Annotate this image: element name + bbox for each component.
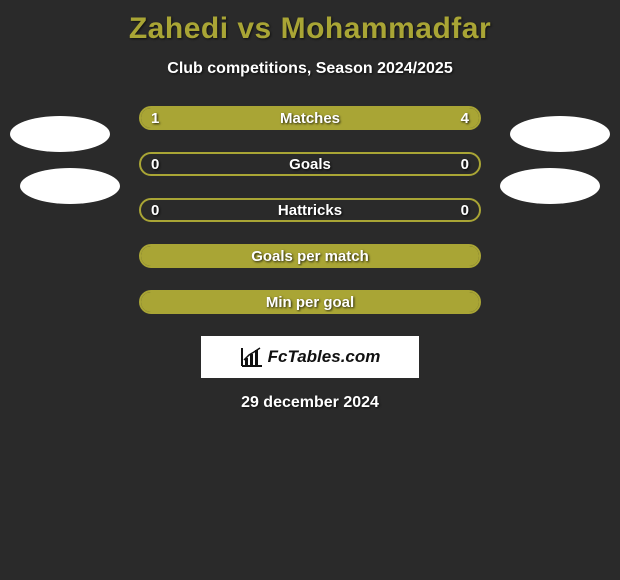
chart-icon <box>240 346 264 368</box>
player-photo-left-1 <box>10 116 110 152</box>
fctables-logo: FcTables.com <box>201 336 419 378</box>
player-photo-left-2 <box>20 168 120 204</box>
stat-row: 0Hattricks0 <box>139 198 481 222</box>
stat-label: Min per goal <box>141 292 479 312</box>
stat-label: Hattricks <box>141 200 479 220</box>
player-photo-right-1 <box>510 116 610 152</box>
snapshot-date: 29 december 2024 <box>0 394 620 412</box>
logo-text: FcTables.com <box>268 347 381 367</box>
stat-row: 0Goals0 <box>139 152 481 176</box>
comparison-chart: 1Matches40Goals00Hattricks0Goals per mat… <box>0 106 620 314</box>
player-photo-right-2 <box>500 168 600 204</box>
stat-row: 1Matches4 <box>139 106 481 130</box>
stat-row: Min per goal <box>139 290 481 314</box>
stat-label: Goals <box>141 154 479 174</box>
stat-label: Matches <box>141 108 479 128</box>
stat-right-value: 0 <box>461 154 469 174</box>
subtitle: Club competitions, Season 2024/2025 <box>0 60 620 78</box>
stat-bars: 1Matches40Goals00Hattricks0Goals per mat… <box>139 106 481 314</box>
stat-row: Goals per match <box>139 244 481 268</box>
page-title: Zahedi vs Mohammadfar <box>0 0 620 46</box>
stat-right-value: 4 <box>461 108 469 128</box>
stat-label: Goals per match <box>141 246 479 266</box>
stat-right-value: 0 <box>461 200 469 220</box>
